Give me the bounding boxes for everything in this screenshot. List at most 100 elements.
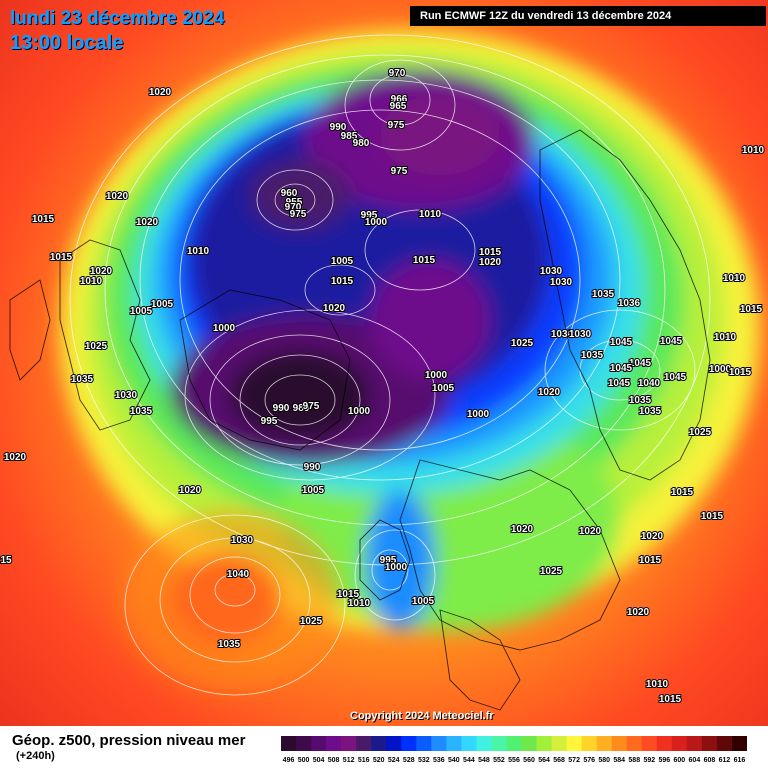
isobar-label: 1010: [742, 145, 765, 156]
isobar-label: 1025: [689, 427, 712, 438]
legend-tick-label: 548: [478, 757, 490, 764]
isobar-label: 1015: [729, 367, 752, 378]
isobar-label: 1010: [348, 598, 371, 609]
legend-tick-label: 512: [343, 757, 355, 764]
legend-swatch: [521, 736, 538, 751]
isobar-label: 1015: [413, 255, 436, 266]
isobar-label: 1000: [348, 406, 371, 417]
legend-swatch: [611, 736, 628, 751]
isobar-label: 975: [303, 401, 320, 412]
isobar-label: 1045: [610, 363, 633, 374]
legend-swatch: [326, 736, 342, 751]
isobar-label: 1005: [130, 306, 153, 317]
isobar-label: 995: [261, 416, 278, 427]
isobar-label: 1020: [627, 607, 650, 618]
forecast-time-title: 13:00 locale: [10, 32, 124, 54]
isobar-label: 1005: [302, 485, 325, 496]
isobar-label: 1000: [709, 364, 732, 375]
isobar-label: 1015: [337, 589, 360, 600]
isobar-label: 1035: [581, 350, 604, 361]
legend-tick-label: 596: [658, 757, 670, 764]
legend-tick-label: 600: [674, 757, 686, 764]
legend-tick-label: 516: [358, 757, 370, 764]
isobar-label: 1010: [723, 273, 746, 284]
legend-tick-label: 584: [613, 757, 625, 764]
isobar-label: 1000: [385, 562, 408, 573]
isobar-label: 970: [285, 202, 302, 213]
isobar-label: 1035: [639, 406, 662, 417]
purple-core-north-deep: [380, 95, 500, 175]
isobar-label: 1025: [300, 616, 323, 627]
isobar-label: 975: [391, 166, 408, 177]
isobar-label: 1005: [412, 596, 435, 607]
legend-swatch: [461, 736, 477, 751]
parameter-label: Géop. z500, pression niveau mer: [12, 732, 246, 749]
isobar-label: 970: [389, 68, 406, 79]
isobar-label: 1035: [130, 406, 153, 417]
legend-tick-label: 552: [493, 757, 505, 764]
isobar-label: 1030: [231, 535, 254, 546]
legend-swatch: [656, 736, 673, 751]
legend-tick-label: 556: [508, 757, 520, 764]
legend-swatch: [386, 736, 402, 751]
legend-tick-label: 560: [523, 757, 535, 764]
legend-swatch: [416, 736, 432, 751]
isobar-label: 1045: [629, 358, 652, 369]
isobar-label: 985: [341, 131, 358, 142]
isobar-label: 1005: [151, 299, 174, 310]
legend-tick-label: 576: [583, 757, 595, 764]
field-blue-trough: [365, 490, 435, 630]
legend-swatch: [731, 736, 747, 751]
isobar-label: 1030: [551, 329, 574, 340]
isobar-label: 965: [390, 101, 407, 112]
isobar-label: 1015: [32, 214, 55, 225]
legend-swatch: [671, 736, 688, 751]
isobar-label: 1035: [218, 639, 241, 650]
warm-orange-ring: [120, 510, 340, 690]
legend-tick-label: 504: [313, 757, 325, 764]
isobar-label: 1020: [136, 217, 159, 228]
legend-tick-label: 568: [553, 757, 565, 764]
isobar-label: 1000: [425, 370, 448, 381]
isobar-label: 1020: [538, 387, 561, 398]
legend-swatch: [356, 736, 372, 751]
isobar-label: 1030: [569, 329, 592, 340]
isobar-label: 1015: [701, 511, 724, 522]
isobar-label: 1025: [511, 338, 534, 349]
legend-tick-label: 520: [373, 757, 385, 764]
legend-swatch: [536, 736, 553, 751]
geopotential-field: [60, 30, 760, 690]
legend-swatch: [491, 736, 507, 751]
isobar-label: 1045: [608, 378, 631, 389]
legend-swatch: [506, 736, 523, 751]
legend-swatch: [281, 736, 297, 751]
legend-tick-label: 500: [298, 757, 310, 764]
isobar-label: 1045: [664, 372, 687, 383]
legend-swatch: [341, 736, 357, 751]
legend-swatch: [431, 736, 447, 751]
isobar-label: 1025: [540, 566, 563, 577]
isobar-label: 1020: [106, 191, 129, 202]
legend-tick-label: 540: [448, 757, 460, 764]
isobar-label: 1015: [50, 252, 73, 263]
coastlines: [9, 129, 711, 711]
isobar-label: 1020: [511, 524, 534, 535]
isobar-label: 1035: [629, 395, 652, 406]
isobar-label: 955: [286, 197, 303, 208]
isobar-label: 1015: [479, 247, 502, 258]
legend-swatch: [476, 736, 492, 751]
forecast-date-title: lundi 23 décembre 2024: [10, 8, 225, 29]
legend-tick-label: 608: [704, 757, 716, 764]
isobar-label: 1000: [213, 323, 236, 334]
isobar-label: 1040: [638, 378, 661, 389]
legend-tick-label: 536: [433, 757, 445, 764]
legend-tick-label: 604: [689, 757, 701, 764]
isobar-label: 1045: [660, 336, 683, 347]
isobar-label: 1010: [80, 276, 103, 287]
isobar-label: 1015: [659, 694, 682, 705]
legend-tick-label: 528: [403, 757, 415, 764]
isobar-label: 1010: [419, 209, 442, 220]
isobar-label: 995: [380, 555, 397, 566]
legend-swatch: [551, 736, 568, 751]
legend-swatch: [641, 736, 658, 751]
